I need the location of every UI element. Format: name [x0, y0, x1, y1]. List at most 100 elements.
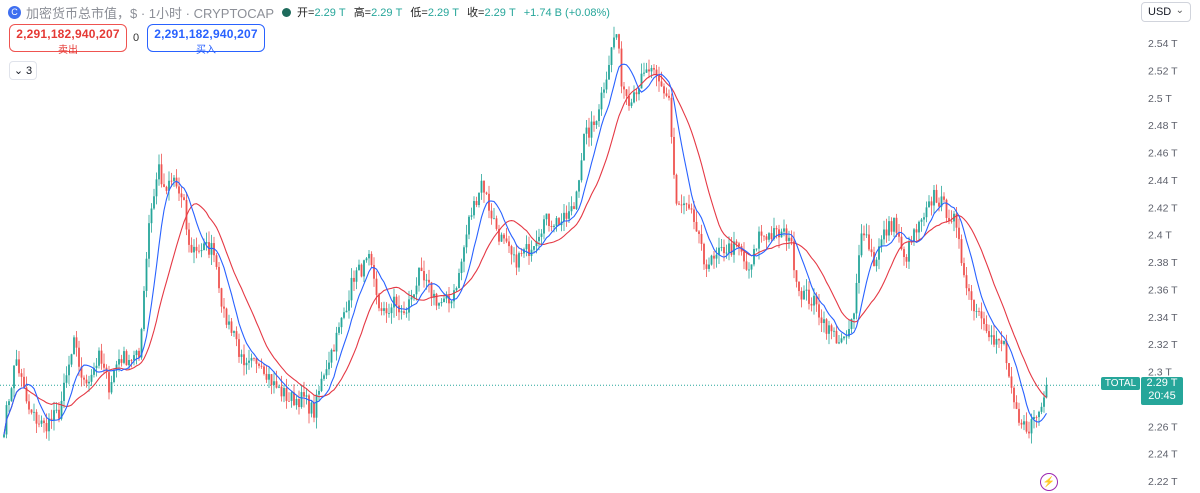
candle-body [830, 325, 833, 332]
candle-body [858, 255, 860, 283]
candle-body [418, 267, 420, 286]
candle-body [515, 254, 518, 268]
candle-body [313, 402, 315, 418]
candle-body [553, 225, 555, 227]
candle-body [980, 311, 983, 319]
candle-body [950, 221, 953, 222]
candle-body [948, 217, 950, 222]
candle-body [220, 288, 223, 307]
candle-body [833, 330, 835, 332]
candle-body [695, 221, 698, 232]
candle-body [975, 311, 978, 312]
candle-body [943, 196, 945, 200]
candle-body [600, 92, 603, 110]
candle-body [193, 246, 195, 253]
candle-body [340, 317, 343, 328]
sell-button[interactable]: 2,291,182,940,207 卖出 [9, 24, 127, 56]
candle-body [440, 302, 443, 304]
candle-body [960, 239, 963, 264]
symbol-header: C 加密货币总市值，$ · 1小时 · CRYPTOCAP 开=2.29 T 高… [8, 4, 610, 21]
y-tick-label: 2.34 T [1148, 312, 1178, 324]
y-tick-label: 2.3 T [1148, 367, 1172, 379]
candle-body [368, 253, 370, 259]
candle-body [823, 319, 825, 324]
candle-body [968, 288, 970, 292]
candle-body [590, 121, 593, 138]
ohlc-readout: 开=2.29 T 高=2.29 T 低=2.29 T 收=2.29 T +1.7… [297, 4, 610, 20]
candle-body [210, 243, 213, 255]
candle-body [320, 378, 323, 391]
candle-body [130, 360, 133, 361]
y-tick-label: 2.54 T [1148, 38, 1178, 50]
candle-body [3, 434, 5, 438]
candle-body [563, 212, 565, 222]
currency-select[interactable]: USD ⌄ [1141, 2, 1191, 22]
candle-body [993, 335, 995, 345]
candle-body [973, 300, 975, 312]
indicators-toggle-button[interactable]: ⌄ 3 [9, 61, 37, 80]
candle-body [828, 325, 830, 334]
candle-body [840, 338, 843, 343]
candle-body [568, 211, 570, 219]
candle-body [48, 418, 50, 432]
candle-body [710, 255, 713, 265]
candle-body [248, 360, 250, 363]
candle-body [640, 73, 643, 89]
candle-body [145, 258, 148, 291]
candle-body [608, 64, 610, 80]
candle-body [15, 359, 18, 366]
symbol-title[interactable]: 加密货币总市值，$ · 1小时 · CRYPTOCAP [26, 5, 274, 21]
candle-body [413, 294, 415, 298]
candle-body [328, 362, 330, 370]
candle-body [203, 243, 205, 251]
candle-body [795, 270, 798, 282]
candle-body [843, 336, 845, 339]
candle-body [875, 259, 878, 267]
buy-button[interactable]: 2,291,182,940,207 买入 [147, 24, 265, 56]
candle-body [668, 95, 670, 98]
candle-body [1020, 422, 1023, 425]
candle-body [945, 199, 948, 218]
candle-body [170, 180, 173, 182]
market-status-icon[interactable] [282, 7, 291, 17]
buy-price: 2,291,182,940,207 [154, 27, 258, 41]
candle-body [28, 401, 30, 410]
candle-body [155, 179, 158, 197]
candle-body [623, 86, 625, 90]
candle-body [168, 180, 170, 191]
candle-body [965, 275, 968, 289]
candle-body [928, 201, 930, 208]
candle-body [630, 102, 633, 106]
y-tick-label: 2.46 T [1148, 148, 1178, 160]
candle-body [485, 192, 488, 194]
candle-body [233, 331, 235, 333]
candle-body [593, 121, 595, 125]
candle-body [545, 213, 548, 220]
candle-body [90, 374, 93, 382]
candle-body [810, 303, 813, 306]
candle-body [670, 97, 673, 137]
candle-body [988, 331, 990, 338]
candle-body [10, 388, 13, 402]
candle-body [273, 381, 275, 386]
candle-body [228, 321, 230, 325]
candle-body [205, 242, 208, 244]
symbol-price-tag: TOTAL [1101, 377, 1140, 390]
candle-body [880, 239, 883, 247]
candle-body [595, 121, 598, 125]
candle-body [73, 337, 75, 355]
candle-body [215, 255, 218, 267]
candle-body [815, 295, 818, 305]
close-label: 收= [467, 7, 485, 19]
candle-body [518, 253, 520, 268]
candle-body [388, 313, 390, 314]
candle-body [288, 400, 290, 402]
candle-body [768, 233, 770, 240]
lightning-icon[interactable]: ⚡ [1040, 473, 1058, 491]
candle-body [865, 234, 868, 236]
candle-body [505, 238, 508, 242]
candle-body [163, 184, 165, 187]
candle-body [598, 109, 600, 122]
candle-body [165, 186, 168, 191]
